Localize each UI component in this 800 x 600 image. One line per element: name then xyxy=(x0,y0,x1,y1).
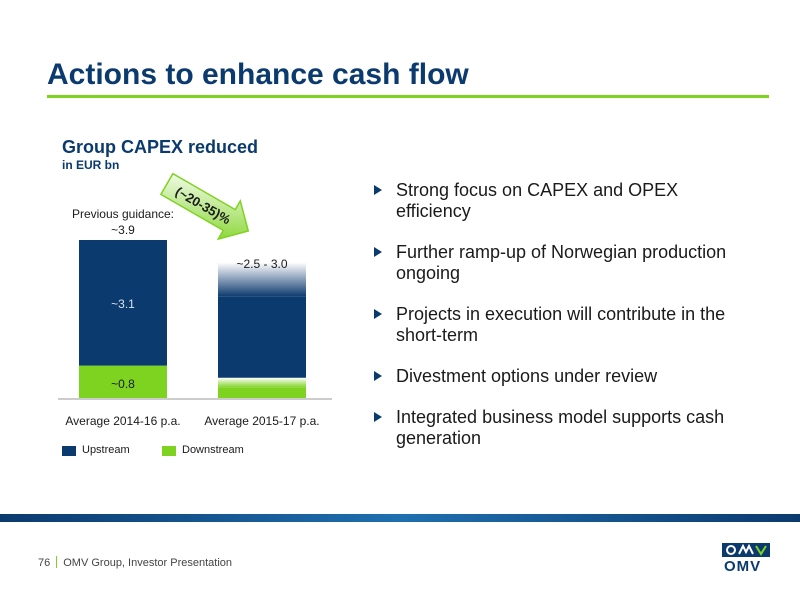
key-points-list: Strong focus on CAPEX and OPEX efficienc… xyxy=(372,180,752,469)
bullet-triangle-icon xyxy=(374,371,382,381)
footer: 76 OMV Group, Investor Presentation xyxy=(38,556,232,569)
bar1-downstream-label: ~0.8 xyxy=(111,377,135,391)
footer-band xyxy=(0,514,800,522)
bullet-text: Projects in execution will contribute in… xyxy=(396,304,726,345)
page-number: 76 xyxy=(38,557,51,569)
bullet-item: Further ramp-up of Norwegian production … xyxy=(372,242,752,284)
footer-text: OMV Group, Investor Presentation xyxy=(63,557,232,569)
bullet-item: Divestment options under review xyxy=(372,366,752,387)
title-divider xyxy=(47,95,769,98)
bar-upstream-fade-2 xyxy=(218,262,306,297)
bar1-upstream-label: ~3.1 xyxy=(111,297,135,311)
bullet-triangle-icon xyxy=(374,412,382,422)
bar1-total-label: ~3.9 xyxy=(111,223,135,237)
chart-title: Group CAPEX reduced xyxy=(62,137,259,157)
legend-label-downstream: Downstream xyxy=(182,444,244,456)
bar2-total-label: ~2.5 - 3.0 xyxy=(236,257,287,271)
footer-separator xyxy=(56,556,58,568)
bullet-text: Integrated business model supports cash … xyxy=(396,407,725,448)
chart-subtitle: in EUR bn xyxy=(62,158,120,172)
bar-downstream-1 xyxy=(79,365,167,398)
x-tick-label: Average 2014-16 p.a. xyxy=(65,414,180,428)
bullet-triangle-icon xyxy=(374,247,382,257)
bar-upstream-2 xyxy=(218,296,306,378)
legend-label-upstream: Upstream xyxy=(82,444,130,456)
bullet-item: Projects in execution will contribute in… xyxy=(372,304,752,346)
legend-swatch-downstream xyxy=(162,446,176,456)
bullet-item: Integrated business model supports cash … xyxy=(372,407,752,449)
legend-swatch-upstream xyxy=(62,446,76,456)
bar-upstream-1 xyxy=(79,240,167,366)
bullet-text: Divestment options under review xyxy=(396,366,658,386)
omv-logo-text: OMV xyxy=(724,558,762,575)
bullet-text: Strong focus on CAPEX and OPEX efficienc… xyxy=(396,180,679,221)
bullet-triangle-icon xyxy=(374,185,382,195)
bar1-note-label: Previous guidance: xyxy=(72,207,174,221)
bullet-text: Further ramp-up of Norwegian production … xyxy=(396,242,727,283)
omv-logo-mark-icon xyxy=(722,543,770,557)
bar-downstream-2 xyxy=(218,387,306,398)
bullet-item: Strong focus on CAPEX and OPEX efficienc… xyxy=(372,180,752,222)
x-tick-label: Average 2015-17 p.a. xyxy=(204,414,319,428)
bar-downstream-fade-2 xyxy=(218,377,306,388)
page-title: Actions to enhance cash flow xyxy=(47,58,469,91)
omv-logo: OMV xyxy=(722,543,770,575)
bullet-triangle-icon xyxy=(374,309,382,319)
